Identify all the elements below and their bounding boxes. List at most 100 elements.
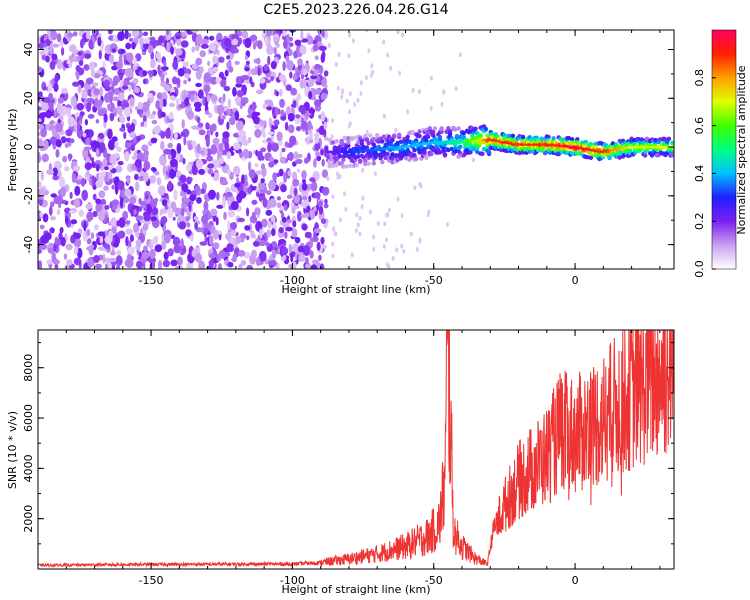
spectrogram-noise-cell [280, 116, 287, 121]
spectrogram-y-axis-label: Frequency (Hz) [6, 109, 19, 192]
spectrogram-noise-cell [385, 237, 388, 243]
spectrogram-noise-cell [66, 59, 71, 65]
spectrogram-noise-cell [313, 88, 322, 95]
spectrogram-noise-cell [81, 189, 88, 201]
spectrogram-noise-cell [320, 53, 325, 63]
spectrogram-noise-cell [143, 150, 149, 157]
spectrogram-y-ticks: -40 -20 0 20 40 [22, 43, 674, 270]
spectrogram-noise-cell [307, 78, 315, 87]
spectrogram-noise-cell [127, 246, 135, 255]
spectrogram-noise-cell [277, 108, 281, 115]
spectrogram-noise-cell [189, 233, 194, 242]
spectrogram-noise-cell [56, 103, 62, 115]
spectrogram-noise-cell [104, 92, 111, 104]
spectrogram-noise-cell [281, 246, 289, 256]
spectrogram-noise-cell [194, 253, 203, 263]
spectrogram-noise-cell [234, 182, 241, 188]
spectrogram-noise-cell [196, 143, 201, 154]
spectrogram-noise-cell [166, 41, 170, 52]
spectrogram-noise-cell [284, 204, 288, 210]
spectrogram-noise-cell [150, 138, 158, 144]
spectrogram-noise-cell [97, 109, 106, 117]
spectrogram-signal-cell [437, 150, 443, 155]
spectrogram-noise-cell [318, 205, 324, 215]
spectrogram-noise-cell [38, 152, 41, 163]
spectrogram-signal-cell [397, 132, 402, 137]
spectrogram-noise-cell [40, 170, 44, 181]
spectrogram-noise-cell [287, 219, 292, 224]
spectrogram-noise-cell [284, 121, 289, 131]
spectrogram-noise-cell [243, 187, 249, 193]
spectrogram-noise-cell [255, 89, 264, 95]
spectrogram-noise-cell [243, 251, 251, 259]
spectrogram-noise-cell [267, 260, 276, 266]
spectrogram-noise-cell [54, 236, 59, 246]
spectrogram-noise-cell [125, 220, 131, 225]
spectrogram-noise-cell [123, 102, 130, 108]
spectrogram-noise-cell [304, 157, 309, 164]
spectrogram-noise-cell [369, 72, 373, 78]
spectrogram-noise-cell [265, 241, 270, 247]
spectrogram-noise-cell [310, 95, 317, 101]
spectrogram-noise-cell [207, 60, 211, 67]
spectrogram-noise-cell [110, 217, 117, 227]
spectrogram-noise-cell [273, 46, 278, 55]
spectrogram-signal-cell [442, 152, 448, 157]
spectrogram-noise-cell [427, 209, 431, 215]
spectrogram-noise-cell [129, 234, 134, 242]
spectrogram-noise-cell [281, 216, 287, 223]
spectrogram-noise-cell [70, 95, 77, 107]
spectrogram-noise-cell [191, 165, 196, 173]
spectrogram-noise-cell [39, 187, 46, 198]
spectrogram-noise-cell [38, 42, 45, 50]
spectrogram-noise-cell [276, 202, 282, 209]
spectrogram-noise-cell [97, 231, 106, 236]
spectrogram-noise-cell [395, 247, 399, 253]
spectrogram-signal-cell [380, 159, 385, 165]
spectrogram-marks [38, 30, 674, 269]
spectrogram-noise-cell [406, 109, 410, 115]
spectrogram-noise-cell [55, 139, 62, 148]
spectrogram-noise-cell [285, 226, 293, 232]
spectrogram-noise-cell [282, 30, 287, 37]
spectrogram-signal-cell [427, 126, 432, 131]
spectrogram-noise-cell [187, 143, 193, 151]
spectrogram-noise-cell [297, 58, 303, 66]
spectrogram-noise-cell [52, 175, 59, 181]
spectrogram-noise-cell [210, 94, 218, 103]
spectrogram-signal-cell [363, 158, 368, 163]
spectrogram-noise-cell [224, 141, 230, 152]
spectrogram-noise-cell [208, 189, 216, 200]
spectrogram-noise-cell [180, 40, 189, 48]
snr-panel: -150 -100 -50 0 2000 4000 6000 8000 Height of … [6, 329, 675, 596]
snr-y-tick-label: 8000 [22, 354, 35, 382]
spectrogram-noise-cell [125, 42, 132, 50]
spectrogram-noise-cell [103, 185, 109, 191]
spectrogram-noise-cell [90, 68, 95, 78]
spectrogram-noise-cell [50, 193, 58, 198]
spectrogram-noise-cell [163, 251, 169, 261]
spectrogram-noise-cell [314, 99, 322, 107]
spectrogram-noise-cell [239, 232, 247, 240]
snr-x-tick-label: -50 [425, 574, 443, 587]
spectrogram-noise-cell [260, 147, 267, 153]
spectrogram-noise-cell [314, 135, 320, 144]
spectrogram-noise-cell [142, 101, 150, 112]
spectrogram-noise-cell [233, 48, 239, 54]
spectrogram-noise-cell [75, 179, 82, 185]
spectrogram-noise-cell [117, 92, 125, 102]
spectrogram-signal-cell [617, 155, 622, 160]
spectrogram-signal-cell [463, 151, 468, 156]
spectrogram-noise-cell [204, 110, 210, 115]
spectrogram-noise-cell [116, 146, 122, 153]
spectrogram-noise-cell [114, 87, 120, 96]
spectrogram-noise-cell [365, 75, 368, 81]
spectrogram-noise-cell [188, 201, 192, 212]
spectrogram-noise-cell [85, 137, 91, 146]
spectrogram-noise-cell [321, 159, 325, 167]
spectrogram-noise-cell [235, 235, 242, 244]
spectrogram-noise-cell [318, 254, 322, 261]
spectrogram-signal-cell [361, 155, 366, 160]
spectrogram-noise-cell [254, 128, 262, 138]
spectrogram-noise-cell [400, 213, 404, 219]
